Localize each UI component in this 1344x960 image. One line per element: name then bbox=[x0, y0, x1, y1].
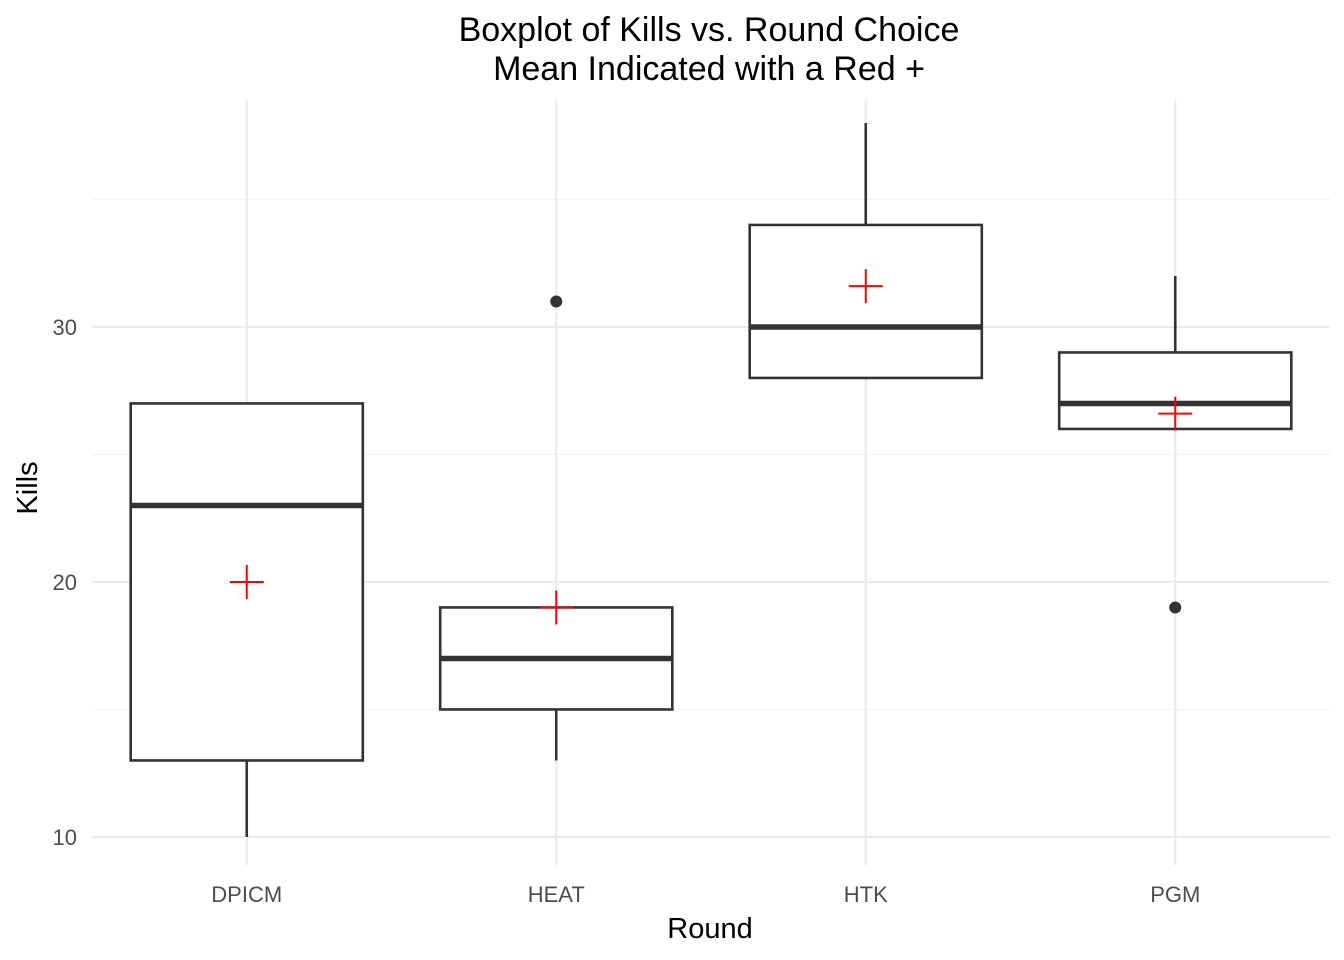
y-tick-label: 20 bbox=[53, 570, 77, 595]
chart-title: Boxplot of Kills vs. Round Choice bbox=[459, 11, 960, 49]
x-tick-label: PGM bbox=[1150, 882, 1200, 907]
outlier-point bbox=[1169, 601, 1182, 614]
y-tick-label: 30 bbox=[53, 315, 77, 340]
chart-subtitle: Mean Indicated with a Red + bbox=[493, 50, 925, 88]
box-group-htk bbox=[748, 122, 984, 380]
plot-area: 10 20 30 DPICM HEAT HTK PGM bbox=[53, 100, 1330, 907]
x-tick-label: HTK bbox=[844, 882, 888, 907]
box-group-dpicm bbox=[129, 402, 365, 837]
x-tick-label: HEAT bbox=[528, 882, 585, 907]
outlier-point bbox=[550, 295, 563, 308]
y-axis-title: Kills bbox=[12, 461, 44, 514]
x-tick-label: DPICM bbox=[211, 882, 282, 907]
x-axis-title: Round bbox=[667, 913, 752, 945]
box-group-heat bbox=[438, 295, 674, 761]
y-tick-label: 10 bbox=[53, 825, 77, 850]
box-group-pgm bbox=[1057, 275, 1293, 614]
